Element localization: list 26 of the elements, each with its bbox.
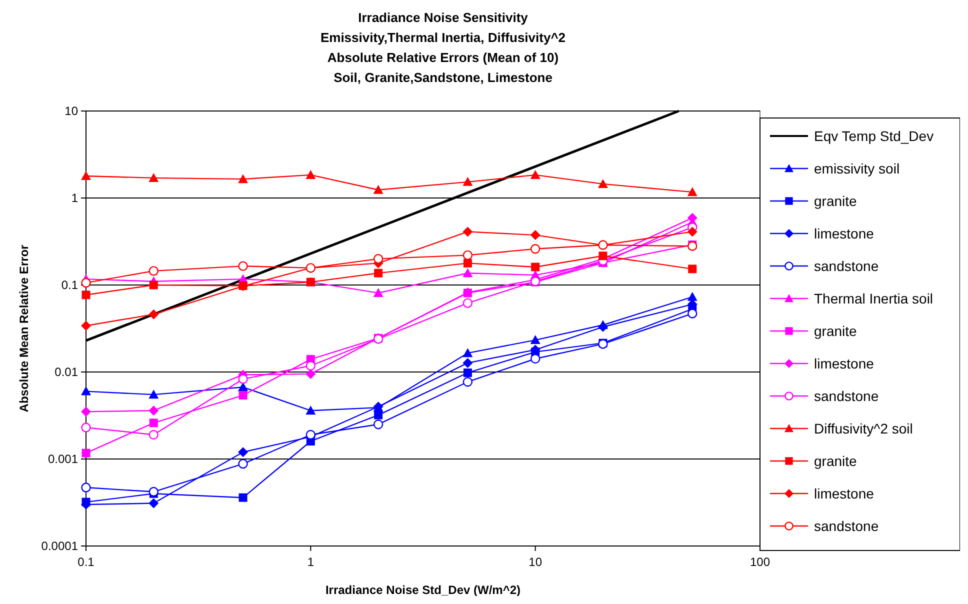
legend-label: Diffusivity^2 soil	[814, 420, 913, 436]
y-tick-label: 0.001	[48, 452, 78, 466]
x-tick-label: 1	[307, 555, 314, 569]
legend-label: Thermal Inertia soil	[814, 290, 934, 306]
legend-label: Eqv Temp Std_Dev	[814, 128, 934, 144]
y-axis-title: Absolute Mean Relative Error	[17, 244, 31, 412]
legend-label: granite	[814, 323, 858, 339]
legend-label: emissivity soil	[814, 160, 900, 176]
legend-label: limestone	[814, 486, 874, 502]
y-tick-label: 0.1	[61, 278, 78, 292]
legend-label: granite	[814, 193, 858, 209]
y-tick-label: 1	[71, 191, 78, 205]
x-tick-label: 10	[528, 555, 542, 569]
legend-label: sandstone	[814, 518, 879, 534]
chart-subtitle: Emissivity,Thermal Inertia, Diffusivity^2 Absolute Relative Errors (Mean of 10) Soil, Granite,Sandstone, Limestone	[320, 30, 566, 85]
legend-label: limestone	[814, 356, 874, 372]
x-tick-label: 0.1	[78, 555, 95, 569]
legend-label: granite	[814, 453, 858, 469]
y-tick-label: 10	[64, 104, 78, 118]
legend-label: limestone	[814, 226, 874, 242]
legend-label: sandstone	[814, 388, 879, 404]
chart-title: Irradiance Noise Sensitivity	[358, 10, 529, 25]
x-tick-label: 100	[750, 555, 770, 569]
legend-label: sandstone	[814, 258, 879, 274]
y-tick-label: 0.0001	[41, 539, 78, 553]
y-tick-label: 0.01	[54, 365, 78, 379]
